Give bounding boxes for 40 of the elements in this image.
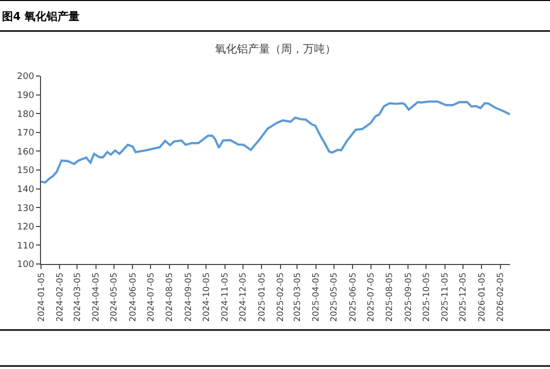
x-tick-label: 2025-04-05: [312, 272, 322, 322]
y-tick-label: 110: [17, 241, 34, 252]
chart-title: 图4 氧化铝产量: [2, 10, 80, 23]
x-tick-label: 2024-01-05: [36, 272, 47, 322]
x-tick-label: 2025-03-05: [292, 272, 303, 322]
x-tick-label: 2024-10-05: [202, 272, 212, 322]
x-tick-label: 2024-11-05: [220, 272, 231, 322]
x-tick-label: 2024-09-05: [184, 272, 194, 322]
x-tick-label: 2026-02-05: [496, 272, 506, 322]
x-tick-label: 2025-01-05: [257, 272, 268, 322]
x-tick-label: 2025-11-05: [440, 272, 451, 322]
y-tick-label: 100: [17, 260, 34, 270]
x-tick-label: 2025-10-05: [422, 272, 432, 322]
y-tick-label: 150: [17, 166, 34, 176]
line-series: [41, 100, 510, 184]
y-tick-label: 160: [17, 147, 34, 158]
y-tick-label: 200: [17, 72, 34, 82]
x-tick-label: 2025-12-05: [458, 272, 469, 322]
x-tick-label: 2025-05-05: [330, 272, 340, 322]
x-tick-label: 2025-07-05: [366, 272, 377, 322]
x-tick-label: 2025-09-05: [404, 272, 414, 322]
x-tick-label: 2025-08-05: [385, 272, 396, 322]
x-tick-label: 2024-12-05: [238, 272, 249, 322]
x-tick-label: 2024-02-05: [55, 272, 66, 322]
y-tick-label: 140: [17, 184, 34, 195]
x-tick-label: 2025-02-05: [276, 272, 286, 322]
y-tick-label: 120: [17, 222, 34, 233]
x-tick-label: 2024-03-05: [72, 272, 83, 322]
y-tick-label: 190: [17, 90, 34, 101]
y-tick-label: 180: [17, 110, 34, 120]
x-tick-label: 2024-08-05: [165, 272, 176, 322]
x-tick-label: 2024-06-05: [128, 272, 138, 322]
y-tick-label: 170: [17, 128, 34, 139]
x-tick-label: 2025-06-05: [348, 272, 358, 322]
x-tick-label: 2024-07-05: [146, 272, 156, 322]
x-tick-label: 2024-05-05: [110, 272, 120, 322]
y-tick-label: 130: [17, 204, 34, 214]
x-tick-label: 2026-01-05: [477, 272, 488, 322]
x-tick-label: 2024-04-05: [92, 272, 102, 322]
chart-subtitle: 氧化铝产量（周，万吨）: [215, 42, 336, 56]
